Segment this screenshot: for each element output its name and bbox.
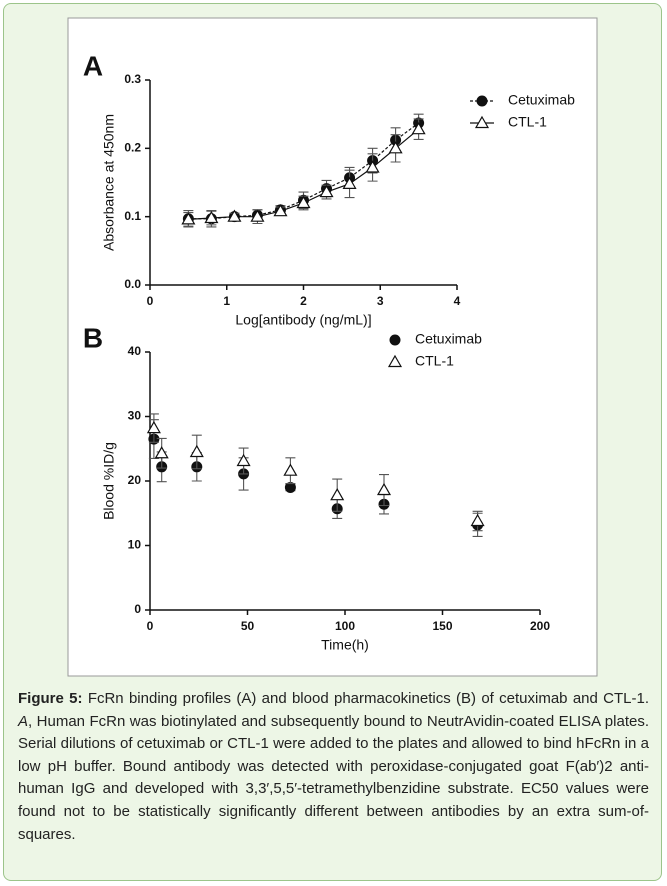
marker [376, 482, 392, 496]
marker [365, 160, 380, 173]
marker [189, 444, 204, 458]
y-axis-title: Blood %ID/g [101, 442, 117, 520]
legend-marker [387, 354, 403, 368]
legend-marker [474, 115, 490, 129]
x-tick-label: 100 [335, 619, 355, 633]
y-tick-label: 30 [128, 409, 142, 423]
legend-label: Cetuximab [415, 331, 482, 347]
figure-panel [67, 17, 598, 677]
marker [181, 212, 196, 225]
figure: A 0.0 0.1 0.2 0.3 0 1 2 3 4 Log[antibody (ng/mL)] A… [67, 17, 598, 677]
marker [283, 463, 298, 476]
panel-label: B [83, 322, 103, 353]
caption-label: Figure 5: [18, 690, 83, 707]
caption-text: FcRn binding profiles (A) and blood phar… [82, 690, 650, 707]
marker [273, 203, 288, 217]
marker [342, 176, 357, 189]
legend-label: CTL-1 [415, 353, 454, 369]
marker [236, 453, 251, 467]
marker [154, 446, 169, 459]
marker [330, 487, 345, 501]
x-tick-label: 200 [530, 619, 550, 633]
x-tick-label: 0 [147, 619, 154, 633]
y-tick-label: 0.2 [124, 141, 141, 155]
y-axis-title: Absorbance at 450nm [101, 114, 117, 251]
marker [319, 184, 334, 198]
marker [204, 210, 219, 224]
legend-marker [389, 334, 401, 346]
marker [146, 420, 161, 434]
x-tick-label: 2 [300, 294, 307, 308]
panel-label: A [83, 50, 103, 81]
y-tick-label: 0.3 [124, 72, 141, 86]
x-tick-label: 0 [147, 294, 154, 308]
y-tick-label: 10 [128, 538, 142, 552]
x-tick-label: 1 [223, 294, 230, 308]
marker [470, 513, 485, 527]
x-tick-label: 4 [454, 294, 461, 308]
caption-panel: A [18, 712, 29, 730]
marker [227, 209, 242, 222]
legend-label: CTL-1 [508, 114, 547, 130]
y-tick-label: 0.0 [124, 277, 141, 291]
x-tick-label: 3 [377, 294, 384, 308]
caption: Figure 5: FcRn binding profiles (A) and … [18, 688, 649, 846]
x-axis-title: Log[antibody (ng/mL)] [235, 312, 371, 328]
marker [296, 195, 311, 209]
marker [388, 141, 403, 154]
legend-label: Cetuximab [508, 92, 575, 108]
y-tick-label: 0.1 [124, 209, 141, 223]
marker [411, 121, 426, 135]
caption-rest: , Human FcRn was biotinylated and subseq… [18, 712, 649, 843]
y-tick-label: 20 [128, 473, 142, 487]
x-tick-label: 150 [432, 619, 452, 633]
legend-marker [476, 95, 488, 107]
y-tick-label: 0 [134, 602, 141, 616]
x-axis-title: Time(h) [321, 637, 369, 653]
x-tick-label: 50 [241, 619, 255, 633]
y-tick-label: 40 [128, 344, 142, 358]
marker [250, 209, 265, 222]
